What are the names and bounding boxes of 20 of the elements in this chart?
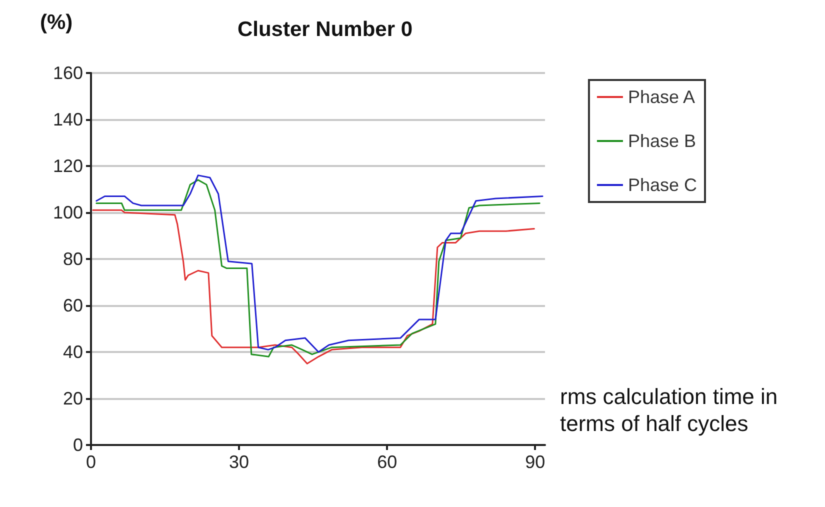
x-tick-label: 60 [377, 452, 398, 472]
y-tick-label: 120 [52, 156, 83, 176]
x-tick-label: 30 [229, 452, 250, 472]
y-tick-label: 160 [52, 63, 83, 83]
x-axis-title: rms calculation time in terms of half cycles [560, 384, 784, 436]
legend-label: Phase B [628, 131, 696, 151]
legend-label: Phase A [628, 87, 696, 107]
x-tick-label: 90 [525, 452, 546, 472]
y-tick-label: 40 [62, 342, 83, 362]
y-tick-label: 100 [52, 202, 83, 222]
y-axis-title: (%) [40, 11, 73, 34]
x-tick-label: 0 [86, 452, 96, 472]
y-tick-label: 140 [52, 110, 83, 130]
y-tick-label: 80 [62, 249, 83, 269]
line-series [92, 209, 535, 364]
chart-title: Cluster Number 0 [237, 18, 413, 41]
legend-label: Phase C [628, 175, 698, 195]
y-tick-label: 60 [62, 296, 83, 316]
y-tick-label: 0 [72, 435, 83, 455]
y-tick-label: 20 [62, 388, 83, 408]
